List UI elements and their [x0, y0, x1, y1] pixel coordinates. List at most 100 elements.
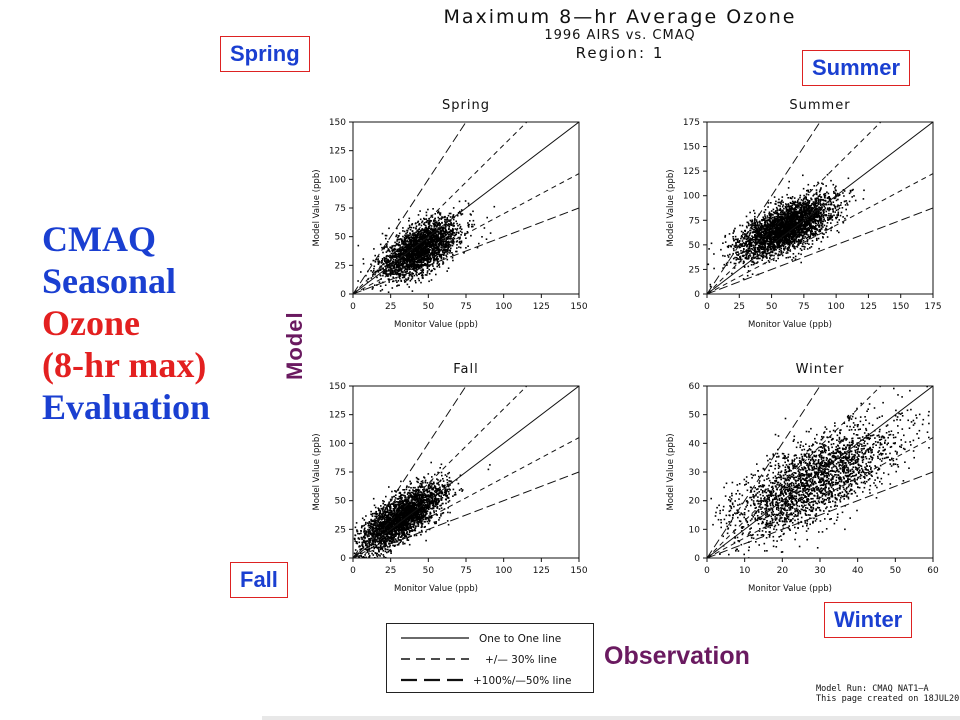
- data-point: [753, 226, 755, 229]
- data-point: [413, 238, 416, 240]
- data-point: [387, 261, 390, 263]
- data-point: [802, 240, 805, 242]
- data-point: [431, 256, 434, 258]
- data-point: [441, 221, 443, 224]
- data-point: [451, 216, 454, 218]
- data-point: [799, 194, 802, 197]
- data-point: [426, 272, 429, 274]
- data-point: [418, 238, 420, 241]
- data-point: [770, 245, 773, 248]
- data-point: [811, 226, 813, 229]
- data-point: [745, 253, 747, 255]
- data-point: [779, 208, 782, 211]
- data-point: [767, 217, 769, 219]
- data-point: [752, 228, 755, 231]
- data-point: [441, 230, 443, 232]
- data-point: [819, 188, 822, 191]
- data-point: [399, 249, 402, 252]
- data-point: [401, 258, 403, 260]
- data-point: [775, 218, 777, 220]
- data-point: [408, 258, 411, 261]
- data-point: [788, 205, 790, 208]
- data-point: [421, 251, 424, 254]
- x-tick-label: 0: [350, 302, 356, 312]
- data-point: [452, 234, 454, 236]
- data-point: [451, 231, 454, 233]
- data-point: [402, 230, 404, 232]
- data-point: [842, 216, 844, 218]
- data-point: [426, 219, 429, 222]
- data-point: [734, 235, 737, 238]
- data-point: [422, 261, 425, 263]
- data-point: [439, 243, 441, 246]
- data-point: [747, 270, 750, 272]
- data-point: [770, 213, 772, 215]
- data-point: [802, 234, 804, 237]
- data-point: [438, 218, 441, 220]
- data-point: [802, 235, 805, 237]
- data-point: [451, 233, 454, 235]
- data-point: [828, 198, 831, 200]
- data-point: [773, 239, 775, 242]
- data-point: [419, 248, 421, 251]
- data-point: [403, 258, 406, 260]
- data-point: [397, 236, 399, 239]
- data-point: [447, 247, 449, 249]
- data-point: [400, 251, 402, 253]
- data-point: [791, 245, 794, 248]
- data-point: [777, 253, 780, 255]
- data-point: [395, 244, 398, 246]
- data-point: [432, 208, 434, 210]
- data-point: [776, 247, 778, 249]
- data-point: [818, 211, 820, 213]
- data-point: [823, 194, 826, 197]
- data-point: [793, 240, 796, 242]
- data-point: [735, 241, 737, 244]
- data-point: [422, 241, 424, 244]
- data-point: [426, 245, 429, 248]
- data-point: [391, 287, 394, 289]
- data-point: [428, 227, 431, 230]
- data-point: [408, 256, 410, 258]
- data-point: [390, 267, 392, 269]
- y-tick-label: 150: [329, 118, 346, 128]
- data-point: [829, 200, 832, 203]
- data-point: [404, 234, 406, 237]
- data-point: [754, 218, 756, 221]
- data-point: [415, 231, 417, 234]
- data-point: [745, 242, 747, 245]
- data-point: [395, 234, 398, 236]
- data-point: [758, 220, 761, 223]
- data-point: [447, 251, 449, 253]
- data-point: [472, 210, 474, 213]
- data-point: [803, 198, 805, 200]
- data-point: [436, 231, 438, 233]
- x-tick-label: 50: [423, 302, 435, 312]
- data-point: [382, 263, 384, 266]
- data-point: [728, 244, 730, 247]
- data-point: [382, 271, 385, 274]
- x-tick-label: 75: [460, 302, 471, 312]
- data-point: [738, 241, 740, 244]
- data-point: [762, 246, 764, 249]
- data-point: [764, 237, 766, 239]
- data-point: [411, 230, 414, 232]
- data-point: [486, 216, 488, 219]
- data-point: [443, 235, 446, 238]
- data-point: [830, 229, 832, 232]
- data-point: [448, 219, 450, 221]
- data-point: [764, 250, 766, 252]
- data-point: [442, 241, 444, 243]
- data-point: [463, 251, 465, 254]
- data-point: [389, 273, 392, 275]
- data-point: [407, 249, 409, 251]
- data-point: [366, 281, 369, 283]
- data-point: [766, 243, 769, 245]
- data-point: [422, 264, 425, 267]
- data-point: [765, 254, 768, 257]
- data-point: [733, 249, 735, 252]
- data-point: [432, 248, 435, 251]
- data-point: [399, 275, 402, 277]
- data-point: [437, 210, 440, 213]
- data-point: [407, 234, 410, 236]
